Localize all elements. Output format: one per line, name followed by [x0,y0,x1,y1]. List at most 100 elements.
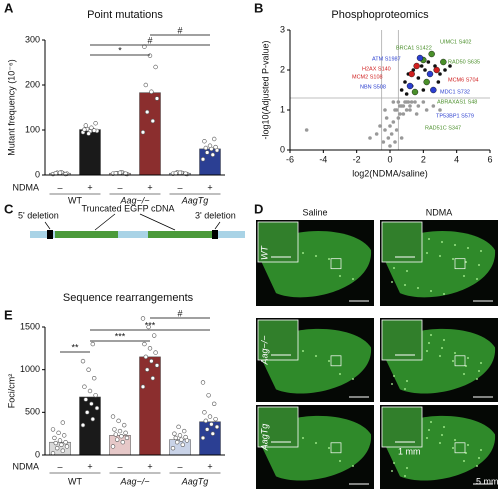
treatment-label: – [177,461,182,471]
point-label: MCM2 S108 [352,74,383,80]
data-point [153,64,158,70]
x-tick-label: 4 [454,154,459,164]
chart-title: Sequence rearrangements [63,292,194,304]
data-point [404,100,409,104]
data-point [142,44,147,49]
data-point [207,143,213,148]
data-point [213,144,218,150]
focus [480,449,482,451]
highlight-point [428,50,435,58]
data-point [401,112,406,116]
data-point [207,414,213,419]
y-axis-label: Foci/cm² [6,374,16,409]
data-point [182,428,187,434]
focus [428,238,430,240]
data-point [389,132,394,136]
data-point [214,424,220,430]
focus [404,388,406,390]
data-point [304,128,309,132]
data-point [175,440,180,445]
inset [257,319,299,361]
data-point [63,440,68,445]
significance-label: ** [71,342,79,352]
data-point [202,139,207,144]
data-point [383,108,387,112]
inset [257,221,299,263]
treatment-label: + [207,461,212,471]
point-label: TP53BP1 S579 [436,113,474,119]
focus [302,350,304,352]
data-point [86,367,91,372]
column-label: Saline [302,207,327,217]
data-point [398,104,402,108]
data-point [121,422,127,428]
data-point [394,108,399,112]
data-point [57,170,63,175]
point-label: BRCA1 S1422 [396,45,432,51]
x-tick-label: 2 [421,154,426,164]
group-label: Aag−/− [119,476,149,486]
y-tick-label: 3 [280,24,285,34]
data-point [56,430,61,436]
focus [406,270,408,272]
data-point [205,150,210,155]
inset [257,406,299,448]
focus [439,355,441,357]
data-point [368,136,372,140]
data-point [143,354,149,360]
point-label: UIMC1 S402 [440,39,472,45]
point-label: NBN S508 [360,84,386,90]
scale-label: 5 mm [476,476,499,486]
focus [454,244,456,246]
focus [467,247,469,249]
row-label: WT [259,245,269,260]
row-label: AagTg [259,424,269,452]
diagram-label: 3' deletion [195,210,236,220]
data-point [114,437,120,442]
focus [430,421,432,423]
inset-marker [454,258,466,270]
focus [417,287,419,289]
y-tick-label: 1000 [20,364,40,374]
focus [406,380,408,382]
treatment-label: – [117,182,122,192]
data-point [200,157,206,162]
focus [315,442,317,444]
focus [430,290,432,292]
x-tick-label: 0 [387,154,392,164]
data-point [150,118,156,124]
focus [393,375,395,377]
y-tick-label: 0 [35,449,40,459]
data-point [426,60,431,64]
data-point [200,435,206,441]
data-point [117,170,123,175]
data-point [123,430,128,436]
y-tick-label: 200 [25,79,40,89]
significance-label: # [147,35,152,45]
row-label: Aag−/− [259,335,269,365]
data-point [153,350,158,355]
focus [391,470,393,472]
bar [199,148,221,176]
focus [315,255,317,257]
data-point [150,376,156,381]
y-tick-label: 500 [25,407,40,417]
data-point [401,104,406,108]
bar [139,356,161,456]
column-label: NDMA [426,207,453,217]
data-point [209,422,214,427]
y-tick-label: 100 [25,124,40,134]
focus [443,339,445,341]
data-point [396,116,401,120]
data-point [52,435,57,441]
data-point [409,100,414,104]
y-tick-label: 1 [280,104,285,114]
data-point [113,432,119,437]
data-point [54,445,60,451]
data-point [64,444,70,449]
data-point [86,131,91,136]
data-point [147,53,153,58]
focus [352,278,354,280]
data-point [438,108,442,112]
data-point [110,414,116,419]
